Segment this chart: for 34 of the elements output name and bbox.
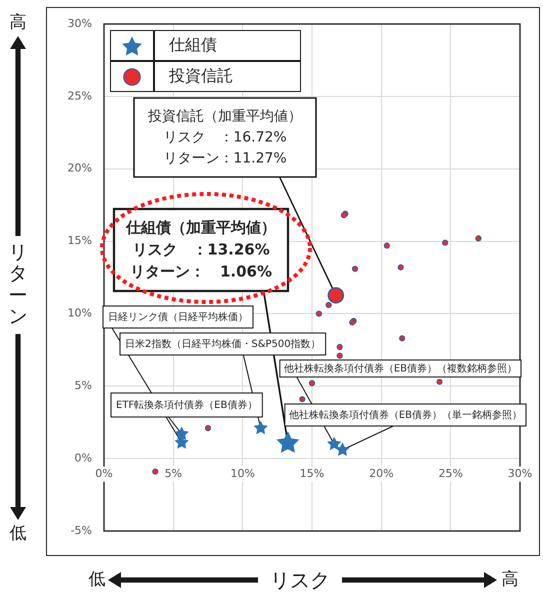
legend-label: 仕組債: [154, 30, 301, 61]
y-tick-label: -5%: [70, 524, 92, 537]
y-tick-label: 5%: [74, 379, 92, 392]
x-tick-label: 10%: [230, 467, 255, 480]
y-tick-label: 20%: [68, 162, 92, 175]
y-tick-label: 15%: [68, 234, 92, 248]
x-tick-label: 20%: [369, 467, 394, 480]
y-tick-label: 10%: [68, 306, 92, 320]
annotation: 日米2指数（日経平均株価・S&P500指数）: [125, 338, 321, 350]
text: 低: [88, 570, 106, 590]
text: 高: [502, 570, 518, 590]
y-axis-title: リターン: [8, 241, 28, 328]
annotation: リスク ：16.72%: [163, 130, 287, 146]
y-tick-label: 0%: [74, 451, 92, 464]
annotation: 他社株転換条項付債券（EB債券）（複数銘柄参照）: [284, 362, 518, 375]
annotation: リターン：11.27%: [163, 150, 287, 167]
annotation: 他社株転換条項付債券（EB債券）（単一銘柄参照）: [288, 409, 522, 422]
x-axis-title: リスク: [270, 568, 330, 592]
x-tick-label: 0%: [95, 467, 113, 480]
annotation: リスク ：13.26%: [132, 240, 270, 258]
x-tick-label: 25%: [438, 467, 463, 480]
annotation: 日経リンク債（日経平均株価）: [108, 311, 248, 324]
annotation: 仕組債（加重平均値）: [125, 218, 276, 236]
text: 高: [10, 12, 26, 32]
y-tick-label: 25%: [68, 89, 92, 102]
y-tick-label: 30%: [68, 16, 92, 30]
annotation: リターン： 1.06%: [130, 262, 272, 280]
x-tick-label: 15%: [300, 467, 324, 480]
legend-label: 投資信託: [154, 61, 301, 92]
x-tick-label: 30%: [508, 467, 532, 480]
annotation: ETF転換条項付債券（EB債券）: [116, 399, 258, 412]
text: 低: [10, 524, 26, 544]
annotation: 投資信託（加重平均値）: [147, 108, 302, 125]
x-tick-label: 5%: [164, 467, 182, 480]
